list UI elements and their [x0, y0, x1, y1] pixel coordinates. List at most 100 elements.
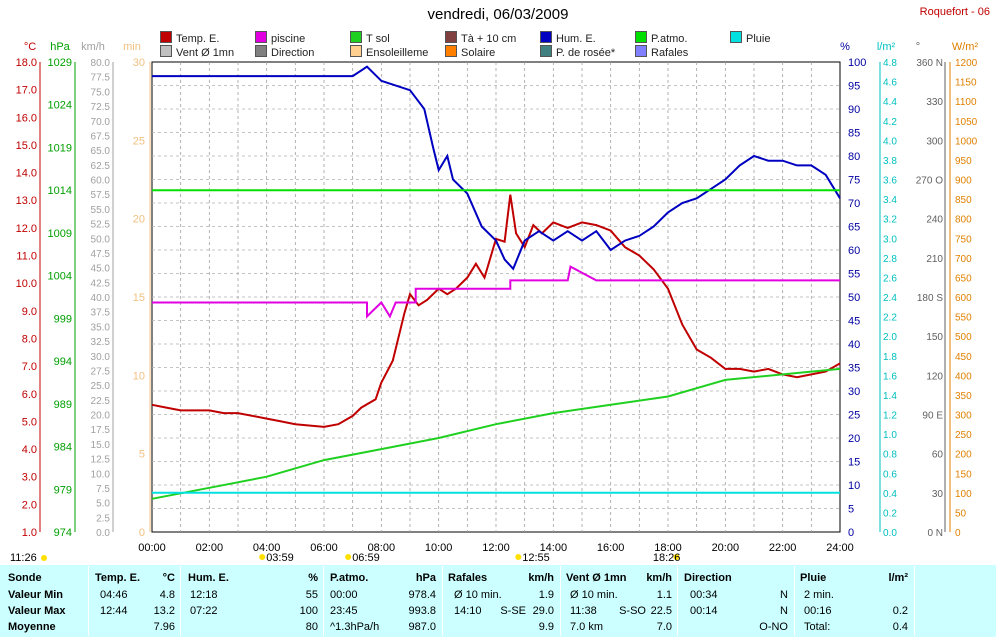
- sun-mark-icon: [345, 554, 352, 560]
- stats-header-temp: Temp. E.: [95, 572, 141, 584]
- stats-separator: [794, 566, 795, 636]
- solar-tick-label: 600: [955, 293, 972, 304]
- stats-row-label: Moyenne: [8, 621, 56, 633]
- rain-tick-label: 0.2: [883, 508, 897, 519]
- legend-swatch: [730, 31, 742, 43]
- pressure-axis-unit: hPa: [50, 41, 70, 53]
- sun-mark-label: 06:59: [352, 552, 380, 564]
- solar-tick-label: 800: [955, 215, 972, 226]
- stats-hum-time: 12:18: [190, 589, 218, 601]
- minutes-tick-label: 5: [139, 449, 145, 461]
- solar-tick-label: 1100: [955, 97, 977, 108]
- stats-vent-value: 1.1: [656, 589, 672, 601]
- stats-pluie-b: 0.2: [892, 605, 908, 617]
- humidity-tick-label: 60: [848, 245, 860, 257]
- legend-item: Rafales: [635, 45, 688, 59]
- legend-label: Temp. E.: [176, 33, 220, 45]
- wind-tick-label: 55.0: [91, 205, 111, 216]
- x-tick-label: 18:00: [654, 542, 682, 554]
- series-line-hume: [152, 65, 841, 271]
- stats-hum-value: 55: [305, 589, 318, 601]
- rain-tick-label: 1.2: [883, 411, 897, 422]
- humidity-tick-label: 15: [848, 457, 860, 469]
- wind-tick-label: 40.0: [91, 293, 111, 304]
- legend-label: Ensoleilleme: [366, 47, 429, 59]
- temp-tick-label: 2.0: [22, 499, 37, 511]
- legend-label: Vent Ø 1mn: [176, 47, 235, 59]
- stats-pluie-a: Total:: [804, 621, 831, 633]
- stats-hum-value: 80: [305, 621, 318, 633]
- stats-separator: [323, 566, 324, 636]
- humidity-tick-label: 100: [848, 57, 866, 69]
- solar-tick-label: 350: [955, 391, 972, 402]
- sun-mark-label: 03:59: [266, 552, 294, 564]
- humidity-tick-label: 10: [848, 480, 860, 492]
- solar-tick-label: 1050: [955, 117, 978, 128]
- legend-item: T sol: [350, 31, 390, 45]
- weather-chart: °C 1.0 2.0 3.0 4.0 5.0 6.0 7.0 8.0 9.0 10.0 11.0 12.…: [10, 41, 978, 564]
- x-tick-label: 16:00: [597, 542, 625, 554]
- series-line-piscine: [152, 265, 840, 319]
- stats-header-direction: Direction: [684, 572, 732, 584]
- wind-tick-label: 47.5: [91, 249, 111, 260]
- wind-tick-label: 30.0: [91, 352, 111, 363]
- sun-mark-label: 12:55: [522, 552, 550, 564]
- temp-tick-label: 13.0: [16, 195, 37, 207]
- legend-label: Hum. E.: [556, 33, 596, 45]
- direction-tick-label: 360 N: [916, 58, 943, 69]
- wind-axis-unit: km/h: [81, 41, 105, 53]
- stats-hum-time: 07:22: [190, 605, 218, 617]
- direction-tick-label: 210: [926, 254, 943, 265]
- stats-patmo-time: 00:00: [330, 589, 358, 601]
- stats-pluie-a: 00:16: [804, 605, 832, 617]
- pressure-tick-label: 989: [54, 399, 72, 411]
- solar-tick-label: 500: [955, 332, 972, 343]
- temp-tick-label: 7.0: [22, 361, 37, 373]
- minutes-tick-label: 15: [133, 292, 145, 304]
- stats-dir-value: N: [780, 605, 788, 617]
- x-tick-label: 22:00: [769, 542, 797, 554]
- solar-tick-label: 50: [955, 508, 967, 519]
- minutes-tick-label: 25: [133, 135, 145, 147]
- wind-tick-label: 65.0: [91, 146, 111, 157]
- wind-tick-label: 52.5: [91, 220, 111, 231]
- temp-tick-label: 4.0: [22, 444, 37, 456]
- stats-dir-value: O-NO: [759, 621, 788, 633]
- stats-hum-value: 100: [299, 605, 318, 617]
- solar-tick-label: 1150: [955, 78, 977, 89]
- legend-label: P.atmo.: [651, 33, 688, 45]
- series-line-tempe: [151, 194, 841, 428]
- direction-tick-label: 270 O: [916, 176, 943, 187]
- humidity-tick-label: 30: [848, 386, 860, 398]
- wind-tick-label: 42.5: [91, 278, 111, 289]
- wind-tick-label: 2.5: [96, 513, 110, 524]
- humidity-tick-label: 75: [848, 175, 860, 187]
- rain-tick-label: 2.2: [883, 313, 897, 324]
- stats-header-pluie: Pluie: [800, 572, 827, 584]
- humidity-tick-label: 25: [848, 410, 860, 422]
- pressure-tick-label: 974: [54, 527, 72, 539]
- legend-swatch: [540, 31, 552, 43]
- wind-tick-label: 5.0: [96, 499, 110, 510]
- chart-title: vendredi, 06/03/2009: [427, 6, 569, 23]
- direction-tick-label: 300: [926, 136, 943, 147]
- legend-item: piscine: [255, 31, 305, 45]
- legend-label: Direction: [271, 47, 315, 59]
- pressure-tick-label: 1009: [48, 228, 72, 240]
- temp-tick-label: 15.0: [16, 140, 37, 152]
- wind-tick-label: 37.5: [91, 308, 111, 319]
- temp-tick-label: 12.0: [16, 223, 37, 235]
- x-tick-label: 06:00: [310, 542, 338, 554]
- stats-header-hum-unit: %: [308, 572, 318, 584]
- stats-vent-time: 7.0 km: [570, 621, 604, 633]
- stats-raf-value: 1.9: [538, 589, 554, 601]
- temp-tick-label: 14.0: [16, 168, 37, 180]
- direction-tick-label: 330: [926, 97, 943, 108]
- wind-tick-label: 62.5: [91, 161, 111, 172]
- stats-temp-time: 12:44: [100, 605, 128, 617]
- pressure-tick-label: 1024: [48, 100, 72, 112]
- wind-tick-label: 67.5: [91, 131, 111, 142]
- legend-swatch: [635, 31, 647, 43]
- legend-swatch: [160, 31, 172, 43]
- solar-tick-label: 300: [955, 411, 972, 422]
